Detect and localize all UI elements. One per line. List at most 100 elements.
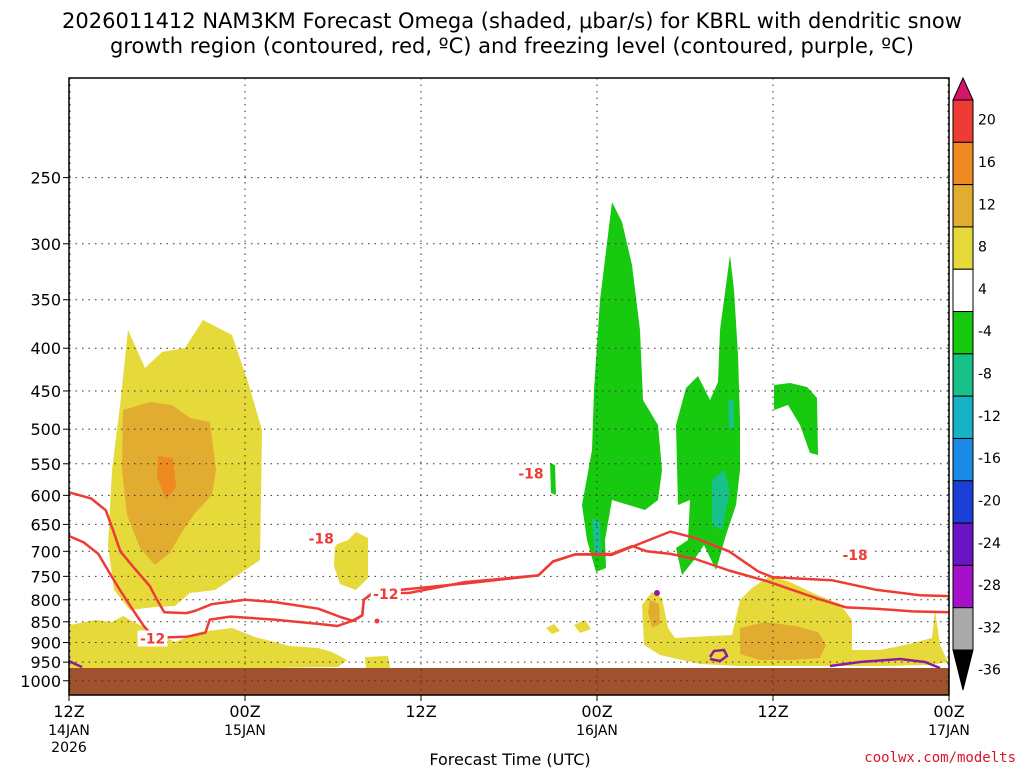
x-tick-label: 00Z [933,702,964,721]
y-tick-label: 900 [30,634,61,653]
colorbar-label: -32 [978,620,1001,636]
omega-yellow-region-3 [365,656,390,670]
contour-label-bg [306,530,337,547]
colorbar-label: -20 [978,494,1001,510]
plot-frame [68,77,950,696]
freezing-level-contour-loop [708,648,729,663]
colorbar-segments: 20 16 12 8 4 -4 -8 -12 -16 -20 -24 -28 -32 -36 [952,99,1001,679]
freezing-level-contours [68,590,941,670]
omega-yellow-low-band [70,616,347,670]
x-tick-label: 12Z [405,702,436,721]
y-tick-label: 800 [30,591,61,610]
dgz-contours [68,491,950,639]
omega-shading [70,202,948,670]
colorbar-segment [952,141,974,186]
contour-label-bg [370,585,401,602]
colorbar-label: -16 [978,451,1001,467]
omega-orange-region-5 [648,600,660,628]
contour-label: -18 [842,548,867,564]
colorbar-label: 4 [978,282,987,298]
omega-yellow-dot-1 [546,624,560,634]
colorbar-segment [952,395,974,439]
contour-label-bg [137,630,168,647]
colorbar-segment [952,353,974,397]
y-tick-label: 500 [30,420,61,439]
plot-area: 250 300 350 400 450 500 550 600 650 700 750 800 850 9… [20,77,970,756]
y-tick-label: 350 [30,291,61,310]
gridlines [69,78,949,695]
y-tick-label: 950 [30,653,61,672]
colorbar-label: -12 [978,409,1001,425]
y-tick-label: 450 [30,382,61,401]
chart-title-line-2: growth region (contoured, red, ºC) and f… [110,34,914,58]
x-tick-date-label: 16JAN [576,723,618,739]
colorbar-segment [952,268,974,313]
x-axis-title: Forecast Time (UTC) [429,750,590,768]
x-tick-label: 00Z [229,702,260,721]
contour-label-bg [840,546,871,563]
x-tick-date-label: 15JAN [224,723,266,739]
colorbar-segment [952,437,974,482]
omega-yellow-dot-2 [574,620,591,633]
colorbar-segment [952,607,974,651]
omega-green-region-3 [774,383,818,455]
omega-yellow-region-4 [642,576,948,666]
colorbar-segment [952,480,974,524]
y-tick-label: 600 [30,486,61,505]
watermark: coolwx.com/modelts [864,750,1016,766]
y-tick-label: 250 [30,169,61,188]
contour-label-bg [516,465,546,482]
colorbar-segment [952,184,974,228]
colorbar-label: 16 [978,155,996,171]
contour-label: -12 [373,587,398,603]
y-tick-label: 300 [30,235,61,254]
y-tick-label: 400 [30,339,61,358]
y-tick-label: 1000 [20,672,61,691]
x-tick-label: 12Z [757,702,788,721]
chart-title-line-1: 2026011412 NAM3KM Forecast Omega (shaded… [62,9,962,33]
dgz-contour-dot [374,618,380,624]
omega-yellow-region-2 [334,532,368,590]
x-tick-label: 00Z [581,702,612,721]
colorbar-label: 20 [978,113,996,129]
colorbar-segment [952,226,974,270]
dgz-contour-line-2 [68,534,950,639]
colorbar-label: 8 [978,240,987,256]
colorbar-label: -28 [978,578,1001,594]
colorbar-segment [952,311,974,355]
colorbar-segment [952,522,974,566]
colorbar-bottom-arrow [952,649,974,691]
omega-deep-orange-region-1 [157,456,176,500]
colorbar: 20 16 12 8 4 -4 -8 -12 -16 -20 -24 -28 -32 -36 [952,76,1001,691]
omega-teal-region-3 [728,398,734,430]
omega-green-region-1 [582,202,662,572]
x-tick-label: 12Z [53,702,84,721]
dgz-contour-labels: -18 -18 -18 -12 -12 [137,465,871,647]
x-tick-year-label: 2026 [51,740,87,756]
x-tick-date-label: 14JAN [48,723,90,739]
omega-orange-region-4 [740,622,826,660]
colorbar-segment [952,564,974,609]
freezing-level-contour-left [68,659,83,669]
freezing-level-contour-dot [654,590,660,596]
colorbar-top-arrow [952,76,974,101]
contour-label: -18 [309,532,334,548]
y-tick-label: 550 [30,455,61,474]
colorbar-label: -36 [978,663,1001,679]
colorbar-label: -24 [978,536,1001,552]
y-axis-ticks: 250 300 350 400 450 500 550 600 650 700 750 800 850 9… [20,169,69,691]
contour-label: -18 [518,467,543,483]
colorbar-label: 12 [978,197,996,213]
omega-teal-region-2 [712,470,730,530]
colorbar-label: -4 [978,324,992,340]
contour-label: -12 [140,631,165,647]
y-tick-label: 700 [30,542,61,561]
colorbar-label: -8 [978,367,992,383]
freezing-level-contour-right [829,657,941,670]
ground-terrain [69,668,949,695]
omega-green-region-4 [550,463,556,495]
x-tick-date-label: 17JAN [928,723,970,739]
y-tick-label: 750 [30,567,61,586]
